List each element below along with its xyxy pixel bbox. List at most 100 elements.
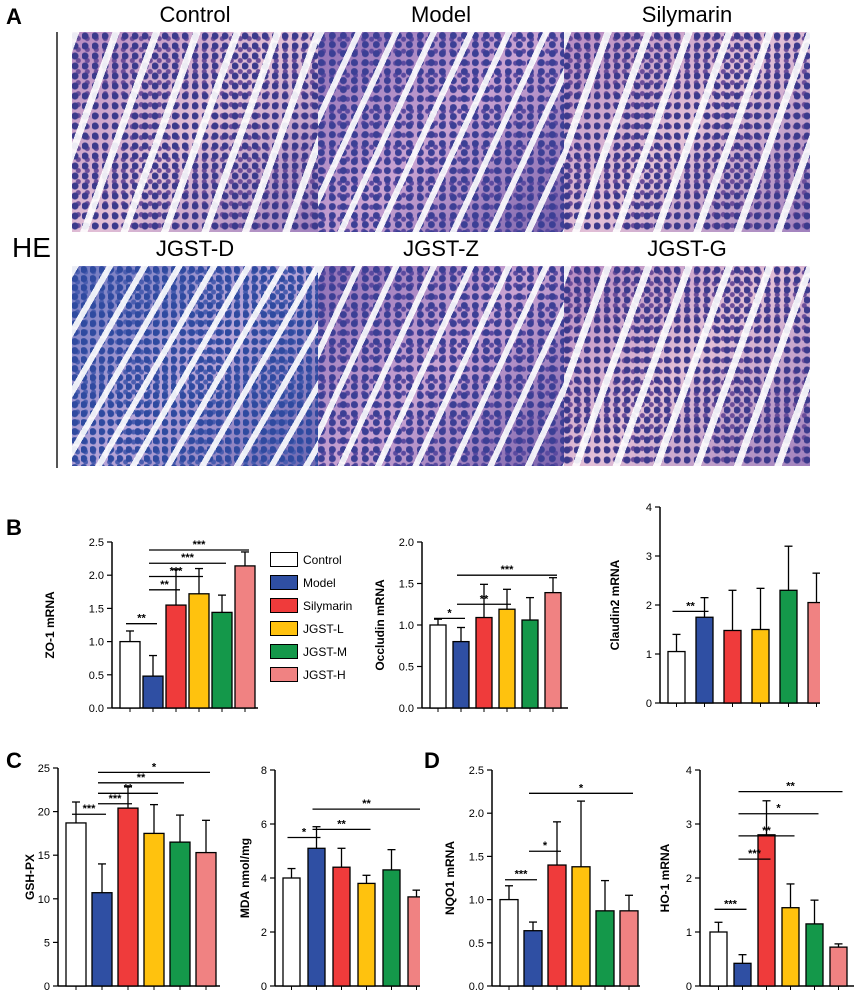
legend-label: JGST-H <box>303 667 346 682</box>
bar <box>211 611 233 709</box>
y-tick-label: 1.0 <box>399 620 414 632</box>
y-tick-label: 0 <box>261 981 267 993</box>
y-tick-label: 0.0 <box>89 703 104 715</box>
image-title: Control <box>159 2 231 27</box>
bar <box>779 589 798 704</box>
y-tick-label: 2.0 <box>469 808 484 820</box>
bar <box>357 882 376 987</box>
bar <box>234 565 256 709</box>
legend-swatch <box>270 598 298 613</box>
y-tick-label: 5 <box>44 937 50 949</box>
y-tick-label: 0.5 <box>469 938 484 950</box>
y-axis-label: GSH-PX <box>23 854 37 900</box>
bar <box>452 640 470 709</box>
bar <box>547 864 567 987</box>
significance-label: * <box>152 761 157 773</box>
significance-label: ** <box>786 781 795 793</box>
y-tick-label: 15 <box>38 850 50 862</box>
histology-image <box>72 32 318 232</box>
y-tick-label: 1.5 <box>469 851 484 863</box>
bar <box>829 946 848 987</box>
bar <box>498 608 516 709</box>
y-tick-label: 0 <box>646 698 652 710</box>
legend-label: JGST-M <box>303 644 347 659</box>
y-tick-label: 2.5 <box>89 537 104 549</box>
image-title: JGST-D <box>155 236 235 261</box>
y-tick-label: 0.0 <box>399 703 414 715</box>
significance-label: ** <box>137 772 146 784</box>
bar <box>429 624 447 709</box>
y-tick-label: 2 <box>646 600 652 612</box>
y-tick-label: 1.0 <box>469 895 484 907</box>
he-bracket-line <box>56 32 58 468</box>
legend-item: JGST-M <box>270 644 347 659</box>
bar <box>65 822 87 987</box>
zo1-chart: 0.00.51.01.52.02.5ZO-1 mRNA ************* <box>43 537 258 715</box>
y-tick-label: 25 <box>38 763 50 775</box>
legend-swatch <box>270 621 298 636</box>
bar <box>751 628 770 704</box>
y-tick-label: 0.5 <box>89 670 104 682</box>
y-tick-label: 1.5 <box>399 579 414 591</box>
y-tick-label: 2 <box>261 927 267 939</box>
significance-label: * <box>579 782 584 794</box>
histology-image <box>72 266 318 466</box>
panel-label-d: D <box>424 748 440 773</box>
bar <box>781 907 800 987</box>
image-title: JGST-Z <box>403 236 479 261</box>
significance-label: *** <box>515 869 529 881</box>
bar <box>332 866 351 987</box>
bar <box>282 877 301 987</box>
panel-label-b: B <box>6 515 22 540</box>
bar <box>695 616 714 704</box>
bar <box>165 604 187 709</box>
bar <box>117 807 139 987</box>
bar <box>119 640 141 709</box>
bar <box>723 629 742 704</box>
bar <box>307 847 326 987</box>
significance-label: ** <box>137 613 146 625</box>
y-tick-label: 3 <box>686 819 692 831</box>
legend-item: JGST-L <box>270 621 344 636</box>
bar <box>571 866 591 987</box>
legend-label: JGST-L <box>303 621 344 636</box>
bar <box>169 841 191 987</box>
bar <box>521 619 539 709</box>
y-tick-label: 3 <box>646 551 652 563</box>
y-tick-label: 4 <box>646 502 652 514</box>
histology-image <box>318 266 564 466</box>
y-tick-label: 0 <box>44 981 50 993</box>
legend-item: Model <box>270 575 336 590</box>
significance-label: * <box>543 840 548 852</box>
y-tick-label: 0 <box>686 981 692 993</box>
y-tick-label: 10 <box>38 894 50 906</box>
y-tick-label: 8 <box>261 765 267 777</box>
panel-label-c: C <box>6 748 22 773</box>
bar <box>475 616 493 709</box>
significance-label: *** <box>170 566 184 578</box>
y-tick-label: 4 <box>261 873 267 885</box>
bar <box>499 898 519 987</box>
bar <box>805 923 824 987</box>
image-title: Model <box>411 2 471 27</box>
significance-label: *** <box>748 848 762 860</box>
y-tick-label: 1.0 <box>89 637 104 649</box>
legend-swatch <box>270 644 298 659</box>
significance-label: * <box>776 803 781 815</box>
legend-label: Control <box>303 552 342 567</box>
bar <box>544 591 562 709</box>
significance-label: *** <box>724 898 738 910</box>
legend-item: JGST-H <box>270 667 346 682</box>
significance-label: * <box>302 827 307 839</box>
image-title: JGST-G <box>647 236 727 261</box>
significance-label: *** <box>109 793 123 805</box>
significance-label: ** <box>480 593 489 605</box>
bar <box>619 910 639 987</box>
legend-item: Silymarin <box>270 598 352 613</box>
legend-label: Model <box>303 575 336 590</box>
y-tick-label: 2.0 <box>89 570 104 582</box>
y-axis-label: NQO1 mRNA <box>443 841 457 915</box>
bar <box>188 593 210 709</box>
